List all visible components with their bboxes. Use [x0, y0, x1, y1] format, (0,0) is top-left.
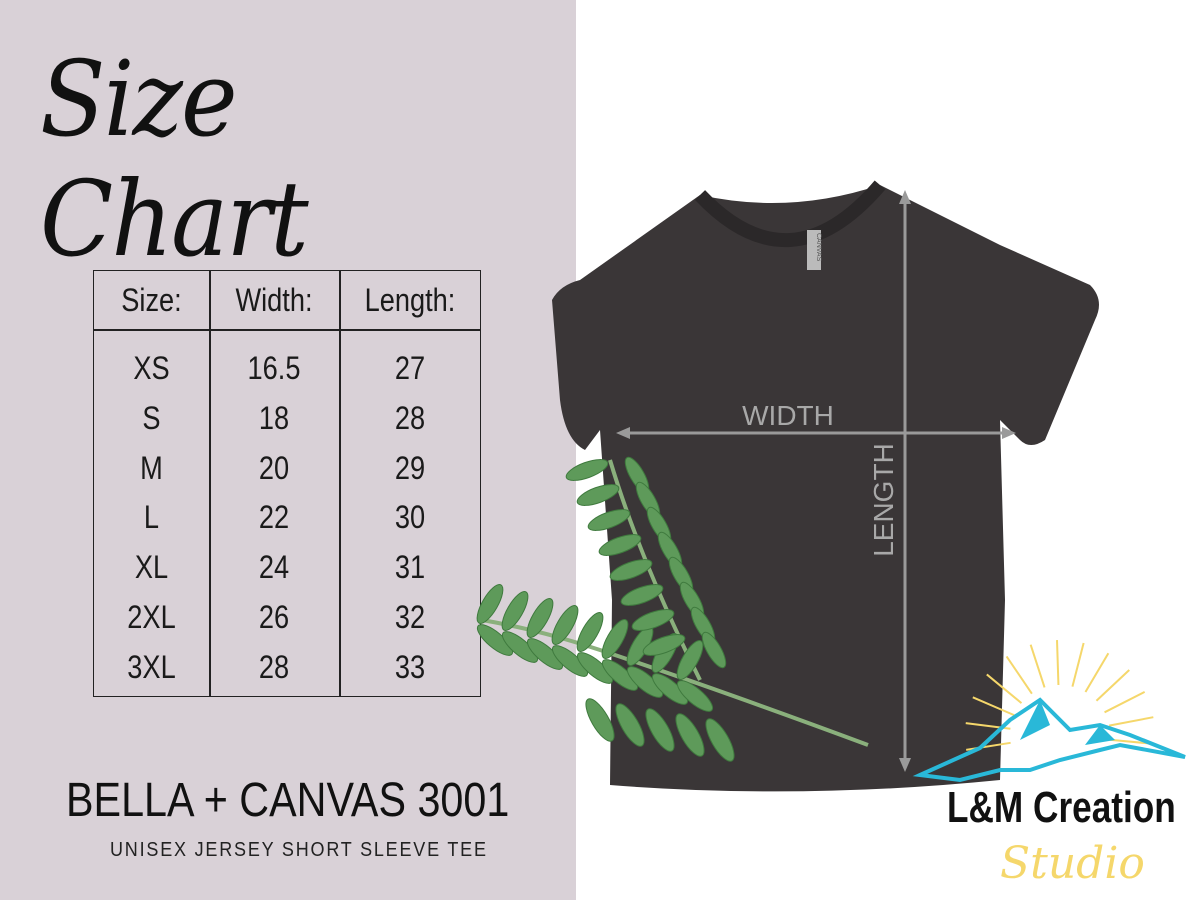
table-cell: 2XL [127, 599, 176, 635]
sun-ray [972, 696, 1015, 717]
leaf [585, 698, 615, 742]
leaf [645, 708, 675, 752]
page-title: Size Chart [40, 38, 309, 280]
table-cell: 27 [394, 350, 426, 386]
leaf [676, 640, 704, 680]
table-cell: XL [134, 549, 169, 586]
leaf [576, 484, 620, 506]
logo-script: Studio [1000, 838, 1145, 889]
leaf [587, 509, 631, 531]
leaf [626, 666, 664, 698]
column-header: Size: [121, 282, 182, 318]
table-cell: M [140, 449, 163, 486]
width-label: WIDTH [742, 400, 834, 431]
leaf [601, 619, 629, 659]
product-description: UNISEX JERSEY SHORT SLEEVE TEE [110, 839, 488, 861]
leaf [476, 624, 514, 656]
table-cell: 31 [394, 549, 426, 586]
column-divider [209, 271, 211, 696]
sun-ray [1084, 652, 1110, 693]
table-cell: S [142, 399, 161, 436]
table-cell: 30 [394, 499, 426, 536]
sun-ray [1029, 644, 1046, 688]
sun-ray [1005, 655, 1033, 695]
logo-mountain-icon [912, 640, 1186, 783]
leaf [551, 645, 589, 677]
table-cell: 29 [394, 449, 426, 486]
leaf-decoration [476, 456, 869, 762]
leaf [675, 713, 705, 757]
tag [807, 230, 821, 270]
table-cell: 16.5 [247, 350, 301, 386]
table-cell: 22 [258, 499, 290, 536]
product-name: BELLA + CANVAS 3001 [66, 774, 510, 827]
leaf [642, 634, 686, 656]
column-header: Length: [364, 282, 456, 318]
table-cell: 3XL [127, 648, 176, 685]
size-table: Size: Width: Length: XS 16.5 27 S 18 28 M 20 29 L 22 3… [93, 270, 481, 697]
sun-ray [1108, 716, 1154, 727]
leaf [576, 612, 604, 652]
leaf [551, 605, 579, 645]
table-cell: 20 [258, 449, 290, 486]
logo-text: L&M Creation [947, 783, 1176, 832]
leaf [651, 673, 689, 705]
table-cell: 28 [394, 399, 426, 436]
leaf [598, 534, 642, 556]
leaf [576, 652, 614, 684]
leaf [565, 459, 609, 481]
column-divider [339, 271, 341, 696]
table-cell: 24 [258, 549, 290, 586]
header-divider [94, 329, 480, 331]
sun-ray [1071, 642, 1085, 687]
table-cell: 33 [394, 648, 426, 685]
table-cell: 26 [258, 599, 290, 635]
column-header: Width: [235, 282, 313, 318]
leaf [620, 584, 664, 606]
leaf [501, 631, 539, 663]
sun-ray [966, 741, 1011, 751]
leaf [526, 598, 554, 638]
leaf [501, 591, 529, 631]
length-label: LENGTH [868, 443, 899, 557]
leaf [526, 638, 564, 670]
table-cell: 18 [258, 399, 290, 436]
leaf [601, 659, 639, 691]
table-cell: L [143, 499, 160, 536]
table-cell: XS [133, 350, 170, 386]
leaf [609, 559, 653, 581]
sun-ray [1104, 690, 1146, 714]
table-cell: 28 [258, 648, 290, 685]
sun-ray [1095, 669, 1130, 702]
leaf [701, 631, 727, 669]
leaf [476, 584, 504, 624]
leaf [676, 680, 714, 712]
leaf [705, 718, 735, 762]
tag-text: CANVAS [815, 233, 822, 262]
sun-ray [986, 673, 1023, 704]
sun-ray [1056, 640, 1060, 686]
tshirt-image [552, 185, 1099, 792]
table-cell: 32 [394, 599, 426, 635]
leaf [615, 703, 645, 747]
leaf [631, 609, 675, 631]
